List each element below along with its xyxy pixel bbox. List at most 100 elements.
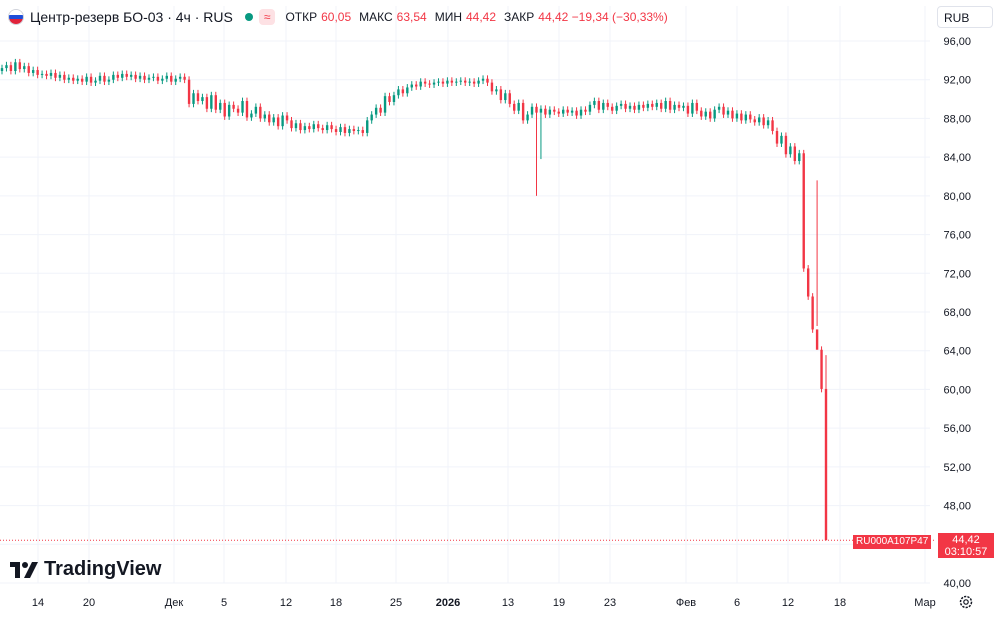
candle-body	[789, 146, 792, 155]
candle-body	[125, 73, 128, 77]
low-value: 44,42	[466, 10, 497, 24]
open-value: 60,05	[321, 10, 352, 24]
candle-body	[36, 70, 39, 75]
candle-body	[134, 74, 137, 79]
candle-body	[170, 75, 173, 82]
candle-body	[374, 107, 378, 115]
time-tick-label: 14	[32, 597, 44, 609]
candle-body	[597, 101, 601, 110]
candle-body	[129, 74, 133, 77]
candle-body	[423, 81, 427, 84]
candle-body	[464, 80, 467, 83]
candle-body	[406, 87, 409, 94]
time-tick-label: Дек	[165, 597, 184, 609]
candle-body	[299, 123, 302, 131]
candle-body	[824, 388, 828, 541]
candle-body	[419, 81, 422, 87]
candle-body	[192, 93, 195, 104]
price-tick-label: 96,00	[943, 36, 971, 48]
candle-body	[58, 74, 62, 78]
price-tick-label: 52,00	[943, 462, 971, 474]
candle-body	[250, 113, 253, 118]
candle-body	[334, 129, 338, 132]
candle-body	[798, 153, 801, 162]
candle-body	[76, 78, 79, 81]
candle-body	[450, 80, 454, 83]
candle-body	[138, 75, 142, 79]
candle-body	[31, 70, 35, 73]
candle-body	[397, 89, 400, 96]
candle-body	[611, 106, 614, 111]
close-value: 44,42 −19,34 (−30,33%)	[538, 10, 668, 24]
candle-body	[753, 119, 756, 123]
tradingview-logo[interactable]: TradingView	[10, 558, 161, 581]
candle-body	[704, 111, 707, 117]
candle-body	[562, 109, 565, 114]
candle-body	[263, 114, 266, 119]
candle-body	[499, 89, 503, 101]
candle-body	[668, 101, 672, 110]
candle-body	[112, 74, 115, 80]
candle-body	[85, 76, 88, 82]
candle-body	[468, 81, 471, 83]
time-tick-label: 18	[330, 597, 342, 609]
candle-body	[317, 124, 320, 129]
candle-body	[178, 76, 182, 79]
candle-body	[481, 78, 485, 81]
candle-body	[726, 110, 730, 115]
candle-body	[143, 75, 146, 80]
candle-body	[717, 106, 721, 110]
time-axis[interactable]: 14 20 Дек 5 12 18 25 2026 13 19 23 Фев 6 12 18 Мар	[32, 597, 936, 609]
candle-body	[308, 126, 311, 130]
ohlc-values: ОТКР 60,05 МАКС 63,54 МИН 44,42 ЗАКР 44,42 −…	[285, 10, 671, 24]
gear-icon[interactable]	[958, 594, 974, 610]
candle-body	[642, 104, 645, 108]
candle-body	[441, 81, 445, 84]
candle-body	[205, 97, 209, 109]
candles	[0, 58, 828, 541]
candle-body	[165, 75, 168, 79]
candle-body	[664, 101, 667, 109]
candle-body	[673, 104, 676, 110]
candle-body	[700, 110, 703, 117]
bar-countdown: 03:10:57	[944, 546, 988, 558]
candle-body	[557, 111, 560, 114]
candle-body	[161, 78, 164, 81]
candle-body	[121, 73, 124, 78]
candle-body	[784, 135, 788, 155]
candle-body	[80, 78, 84, 82]
candle-body	[619, 103, 623, 106]
logo-text: TradingView	[44, 558, 162, 580]
candle-body	[272, 117, 275, 123]
time-tick-label: 12	[280, 597, 292, 609]
wave-icon[interactable]: ≈	[258, 9, 276, 25]
candle-body	[241, 101, 244, 113]
candle-body	[219, 102, 222, 110]
symbol-title[interactable]: Центр-резерв БО-03 · 4ч · RUS	[30, 9, 233, 25]
candle-body	[343, 127, 347, 133]
price-tick-label: 92,00	[943, 75, 971, 87]
candle-body	[352, 129, 356, 132]
candle-body	[432, 82, 436, 85]
candle-body	[290, 120, 293, 129]
candle-body	[361, 130, 364, 133]
candle-body	[749, 114, 752, 120]
candle-body	[806, 268, 810, 297]
candle-body	[379, 107, 382, 113]
high-label: МАКС	[359, 10, 393, 24]
price-axis[interactable]: 96,00 92,00 88,00 84,00 80,00 76,00 72,00 68,00…	[943, 36, 971, 590]
candle-body	[312, 124, 315, 130]
candle-body	[713, 109, 716, 119]
candle-body	[722, 106, 725, 115]
candle-body	[392, 95, 396, 102]
candle-body	[588, 104, 592, 112]
candle-body	[677, 104, 681, 108]
russia-flag-icon	[8, 9, 24, 25]
currency-button[interactable]: RUB	[937, 6, 993, 28]
candle-body	[695, 102, 699, 111]
candle-body	[553, 109, 556, 112]
candle-body	[357, 130, 360, 132]
candle-body	[504, 93, 507, 101]
symbol-label: RU000A107P47	[853, 535, 932, 549]
